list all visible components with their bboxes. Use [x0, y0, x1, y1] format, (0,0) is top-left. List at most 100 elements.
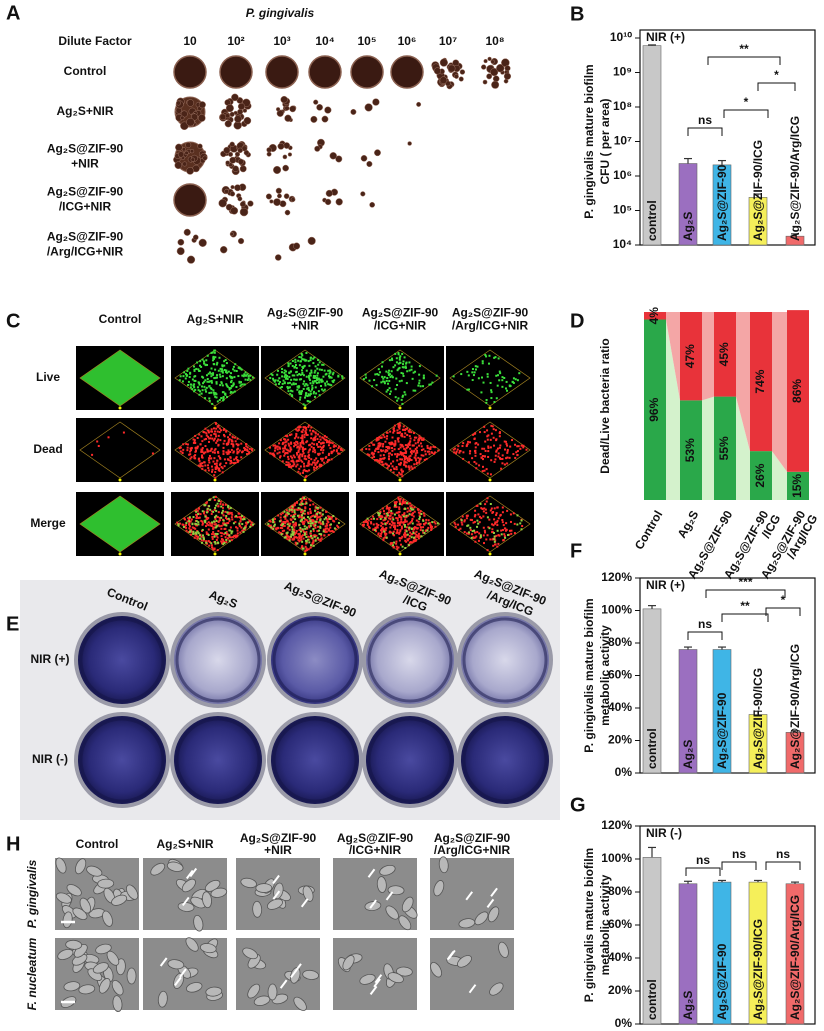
cell-dot — [304, 502, 307, 505]
cell-dot — [318, 378, 321, 381]
cell-dot — [245, 521, 248, 524]
cell-dot — [288, 375, 291, 378]
cell-dot — [427, 526, 430, 529]
cell-dot — [277, 369, 280, 372]
colony — [287, 152, 293, 157]
cell-dot — [337, 521, 340, 524]
cell-dot — [380, 436, 383, 439]
cell-dot — [288, 466, 291, 469]
cell-dot — [235, 370, 238, 373]
cell-dot — [291, 505, 294, 508]
cell-dot — [378, 515, 381, 518]
cell-dot — [295, 543, 298, 546]
cell-dot — [306, 527, 309, 530]
colony — [242, 108, 248, 113]
bacterium — [487, 906, 500, 923]
cell-dot — [324, 528, 327, 531]
cell-dot — [493, 400, 496, 403]
value-label: 86% — [790, 379, 804, 403]
cell-dot — [236, 452, 239, 455]
cell-dot — [288, 524, 291, 527]
cell-dot — [382, 449, 385, 452]
cell-dot — [196, 386, 199, 389]
cell-dot — [469, 526, 472, 529]
cell-dot — [218, 427, 221, 430]
cell-dot — [409, 451, 412, 454]
cell-dot — [380, 531, 383, 534]
cell-dot — [289, 446, 292, 449]
cell-dot — [306, 549, 309, 552]
colony — [234, 115, 242, 123]
cell-dot — [213, 474, 216, 477]
cell-dot — [322, 389, 325, 392]
cell-dot — [222, 539, 225, 542]
cell-dot — [503, 440, 506, 443]
cell-dot — [246, 378, 249, 381]
cell-dot — [400, 537, 403, 540]
colony — [284, 209, 291, 216]
cell-dot — [236, 437, 239, 440]
cell-dot — [333, 527, 336, 530]
cell-dot — [509, 385, 512, 388]
panel-letter: A — [6, 2, 20, 24]
cell-dot — [398, 524, 401, 527]
colony — [289, 105, 297, 113]
cell-dot — [216, 439, 219, 442]
cell-dot — [207, 380, 210, 383]
cell-dot — [304, 427, 307, 430]
cell-dot — [404, 500, 407, 503]
cell-dot — [213, 508, 216, 511]
cell-dot — [404, 536, 407, 539]
cell-dot — [398, 508, 401, 511]
cell-dot — [385, 370, 388, 373]
cell-dot — [503, 377, 506, 380]
marker — [118, 406, 122, 410]
colony — [324, 106, 332, 114]
cell-dot — [304, 506, 307, 509]
cell-dot — [386, 512, 389, 515]
cell-dot — [295, 432, 298, 435]
cell-dot — [489, 503, 492, 506]
cell-dot — [269, 377, 272, 380]
cell-dot — [208, 498, 211, 501]
cell-dot — [210, 542, 213, 545]
cell-dot — [299, 526, 302, 529]
cell-dot — [467, 461, 470, 464]
cell-dot — [312, 438, 315, 441]
cell-dot — [469, 441, 472, 444]
cell-dot — [328, 441, 331, 444]
panel-letter: G — [570, 794, 586, 816]
cell-dot — [317, 390, 320, 393]
cell-dot — [278, 451, 281, 454]
cell-dot — [410, 449, 413, 452]
cell-dot — [398, 427, 401, 430]
cell-dot — [311, 380, 314, 383]
cell-dot — [339, 447, 342, 450]
cell-dot — [309, 519, 312, 522]
cell-dot — [230, 530, 233, 533]
cell-dot — [217, 524, 220, 527]
cell-dot — [283, 520, 286, 523]
cell-dot — [400, 516, 403, 519]
cell-dot — [400, 434, 403, 437]
cell-dot — [399, 462, 402, 465]
cell-dot — [474, 454, 477, 457]
cell-dot — [204, 504, 207, 507]
cell-dot — [501, 454, 504, 457]
colony — [459, 69, 466, 75]
colony — [218, 198, 227, 208]
cell-dot — [213, 548, 216, 551]
cell-dot — [214, 526, 217, 529]
cell-dot — [223, 523, 226, 526]
cell-dot — [227, 439, 230, 442]
cell-dot — [404, 429, 407, 432]
cell-dot — [218, 525, 221, 528]
cell-dot — [324, 456, 327, 459]
cell-dot — [195, 510, 198, 513]
row-label: NIR (-) — [32, 752, 68, 766]
cell-dot — [381, 361, 384, 364]
cell-dot — [413, 536, 416, 539]
cell-dot — [188, 376, 191, 379]
cell-dot — [232, 391, 235, 394]
cell-dot — [302, 442, 305, 445]
